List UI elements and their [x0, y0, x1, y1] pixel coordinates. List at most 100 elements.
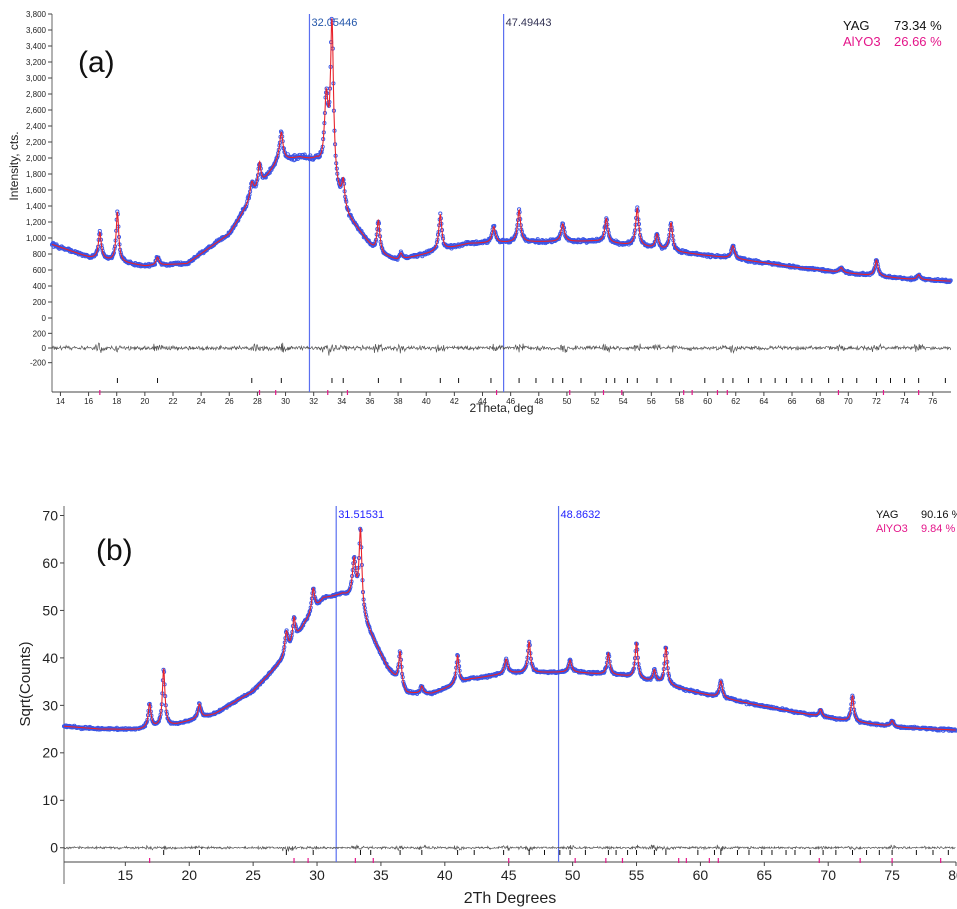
y-tick-label: 3,200	[26, 58, 47, 67]
x-tick-label: 42	[450, 397, 459, 406]
x-tick-label: 74	[900, 397, 909, 406]
x-tick-label: 20	[181, 867, 197, 883]
phase-legend-name: YAG	[876, 509, 898, 521]
y-tick-label: 30	[42, 697, 58, 713]
phase-legend-name: YAG	[843, 18, 870, 33]
fitted-curve	[64, 527, 956, 731]
y-tick-label: 2,200	[26, 138, 47, 147]
x-tick-label: 68	[816, 397, 825, 406]
y-tick-label: 0	[42, 314, 47, 323]
y-tick-label: 3,400	[26, 42, 47, 51]
y-tick-label: 20	[42, 745, 58, 761]
phase-legend-percent: 90.16 %	[921, 509, 957, 521]
y-tick-label: 50	[42, 602, 58, 618]
x-tick-label: 16	[84, 397, 93, 406]
x-tick-label: 20	[140, 397, 149, 406]
y-tick-label: 800	[33, 250, 47, 259]
x-tick-label: 76	[928, 397, 937, 406]
x-tick-label: 55	[629, 867, 645, 883]
x-tick-label: 26	[225, 397, 234, 406]
phase-legend-percent: 26.66 %	[894, 34, 942, 49]
x-tick-label: 70	[844, 397, 853, 406]
diff-tick-label: 0	[42, 344, 47, 353]
y-tick-label: 1,400	[26, 202, 47, 211]
y-tick-label: 1,200	[26, 218, 47, 227]
y-tick-label: 60	[42, 555, 58, 571]
y-tick-label: 400	[33, 282, 47, 291]
x-axis-label: 2Th Degrees	[464, 890, 557, 907]
x-tick-label: 15	[118, 867, 134, 883]
y-tick-label: 2,400	[26, 122, 47, 131]
x-tick-label: 30	[309, 867, 325, 883]
x-tick-label: 45	[501, 867, 517, 883]
observed-point	[488, 235, 493, 240]
x-tick-label: 44	[478, 397, 487, 406]
y-tick-label: 2,000	[26, 154, 47, 163]
x-tick-label: 40	[437, 867, 453, 883]
panel-a-chart: 02004006008001,0001,2001,4001,6001,8002,…	[7, 10, 953, 415]
phase-legend-percent: 73.34 %	[894, 18, 942, 33]
y-tick-label: 600	[33, 266, 47, 275]
marker-label: 47.49443	[506, 17, 552, 29]
difference-curve	[51, 342, 952, 356]
x-tick-label: 50	[562, 397, 571, 406]
marker-label: 32.05446	[311, 17, 357, 29]
x-tick-label: 54	[619, 397, 628, 406]
x-tick-label: 62	[731, 397, 740, 406]
x-axis-label: 2Theta, deg	[469, 401, 533, 415]
x-tick-label: 32	[309, 397, 318, 406]
observed-points	[61, 526, 957, 733]
x-tick-label: 70	[820, 867, 836, 883]
y-tick-label: 200	[33, 298, 47, 307]
x-tick-label: 58	[675, 397, 684, 406]
y-tick-label: 3,800	[26, 10, 47, 19]
x-tick-label: 28	[253, 397, 262, 406]
x-tick-label: 60	[693, 867, 709, 883]
x-tick-label: 14	[56, 397, 65, 406]
y-tick-label: 1,800	[26, 170, 47, 179]
y-axis-label: Intensity, cts.	[7, 131, 21, 200]
x-tick-label: 50	[565, 867, 581, 883]
x-tick-label: 25	[245, 867, 261, 883]
x-tick-label: 40	[422, 397, 431, 406]
x-tick-label: 35	[373, 867, 389, 883]
y-tick-label: 3,600	[26, 26, 47, 35]
x-tick-label: 65	[757, 867, 773, 883]
x-tick-label: 46	[506, 397, 515, 406]
panel-b-chart: 0 10 20 30 40 50 60 70 15 20 25 30 35 40 45 50 55 60 65 70 7…	[17, 506, 957, 907]
panel-label: (b)	[96, 534, 133, 567]
y-tick-label: 40	[42, 650, 58, 666]
x-tick-label: 48	[534, 397, 543, 406]
x-tick-label: 34	[337, 397, 346, 406]
phase-legend-name: AlYO3	[876, 523, 908, 535]
x-tick-label: 38	[394, 397, 403, 406]
x-tick-label: 64	[759, 397, 768, 406]
x-tick-label: 80	[948, 867, 957, 883]
x-tick-label: 72	[872, 397, 881, 406]
marker-label: 31.51531	[338, 509, 384, 521]
x-tick-label: 56	[647, 397, 656, 406]
diff-tick-label: -200	[30, 359, 47, 368]
y-tick-label: 2,800	[26, 90, 47, 99]
y-tick-label: 1,600	[26, 186, 47, 195]
x-tick-label: 22	[169, 397, 178, 406]
y-tick-label: 2,600	[26, 106, 47, 115]
x-tick-label: 30	[281, 397, 290, 406]
x-tick-label: 75	[884, 867, 900, 883]
y-tick-label: 70	[42, 507, 58, 523]
x-tick-label: 18	[112, 397, 121, 406]
marker-label: 48.8632	[561, 509, 601, 521]
y-axis-label: Sqrt(Counts)	[17, 641, 34, 726]
y-tick-label: 0	[50, 840, 58, 856]
x-tick-label: 24	[197, 397, 206, 406]
x-tick-label: 52	[591, 397, 600, 406]
y-tick-label: 3,000	[26, 74, 47, 83]
panel-label: (a)	[78, 46, 115, 79]
observed-point	[338, 184, 343, 189]
phase-legend-percent: 9.84 %	[921, 523, 955, 535]
x-tick-label: 60	[703, 397, 712, 406]
fitted-curve	[51, 18, 951, 282]
y-tick-label: 1,000	[26, 234, 47, 243]
observed-points	[49, 16, 953, 285]
